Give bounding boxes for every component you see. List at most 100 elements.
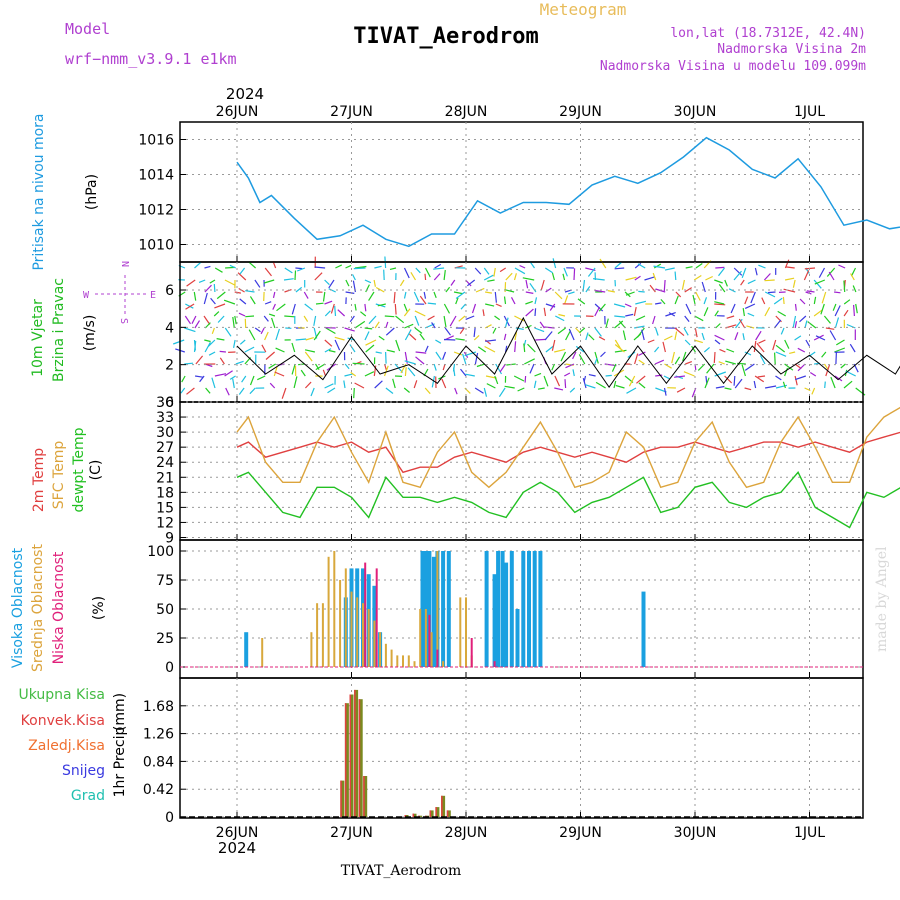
- wind-arrow: [682, 351, 687, 362]
- wind-arrow: [789, 351, 796, 354]
- wind-arrow: [638, 290, 645, 293]
- top-x-tick-label: 30JUN: [674, 104, 717, 120]
- top-x-tick-label: 26JUN: [216, 104, 259, 120]
- credit-text: made by Angel: [874, 546, 890, 652]
- pressure-ylabel: Pritisak na nivou mora: [31, 113, 47, 270]
- wind-arrow: [328, 349, 336, 353]
- wind-arrow: [300, 369, 306, 377]
- wind-arrow: [714, 301, 725, 305]
- wind-arrow: [191, 315, 197, 324]
- compass-rose-icon: N W E S: [83, 261, 156, 324]
- wind-arrow: [445, 286, 451, 293]
- y-tick-label: 4: [165, 320, 174, 336]
- wind-arrow: [393, 291, 396, 304]
- wind-arrow: [492, 327, 497, 334]
- wind-arrow: [404, 329, 412, 341]
- wind-arrow: [534, 297, 538, 305]
- wind-arrow: [291, 303, 296, 315]
- wind-arrow: [633, 306, 637, 317]
- wind-arrow: [614, 320, 624, 329]
- wind-arrow: [263, 315, 269, 322]
- dewpt-line: [236, 471, 900, 529]
- wind-arrow: [741, 267, 747, 279]
- wind-arrow: [364, 371, 375, 377]
- wind-arrow: [213, 283, 216, 293]
- wind-arrow: [324, 279, 330, 286]
- wind-arrow: [313, 315, 317, 326]
- wind-arrow: [314, 363, 320, 371]
- mid-cloud-bar: [356, 597, 359, 667]
- wind-arrow: [373, 279, 376, 287]
- wind-arrow: [180, 387, 186, 394]
- wind-arrow: [214, 303, 226, 309]
- wind-arrow: [476, 363, 485, 368]
- wind-arrow: [554, 291, 563, 300]
- wind-arrow: [443, 315, 447, 328]
- wind-arrow: [821, 351, 827, 358]
- wind-arrow: [374, 321, 380, 329]
- wind-arrow: [773, 319, 782, 329]
- precip-conv-bar: [344, 703, 347, 817]
- wind-arrow: [293, 376, 298, 389]
- wind-arrow: [764, 385, 777, 389]
- wind-arrow: [477, 346, 487, 353]
- wind-arrow: [714, 334, 725, 341]
- wind-arrow: [701, 281, 706, 293]
- wind-arrow: [374, 265, 382, 269]
- wind-arrow: [684, 339, 691, 346]
- wind-arrow: [514, 267, 526, 275]
- wind-arrow: [695, 291, 701, 301]
- wind-arrow: [684, 287, 693, 293]
- wind-arrow: [714, 339, 721, 345]
- wind-arrow: [328, 288, 336, 293]
- wind-arrow: [820, 303, 825, 315]
- low-cloud-bar: [375, 568, 378, 667]
- wind-arrow: [764, 279, 775, 282]
- wind-arrow: [205, 387, 211, 394]
- wind-arrow: [554, 375, 561, 387]
- wind-arrow: [264, 301, 272, 305]
- high-cloud-bar: [527, 551, 531, 667]
- high-cloud-bar: [446, 551, 451, 667]
- wind-arrow: [635, 315, 646, 321]
- wind-arrow: [325, 327, 336, 335]
- wind-arrow: [172, 339, 185, 345]
- wind-arrow: [535, 338, 547, 341]
- wind-arrow: [304, 351, 313, 362]
- wind-arrow: [385, 327, 395, 336]
- wind-arrow: [264, 267, 272, 277]
- wind-arrow: [345, 264, 352, 269]
- wind-arrow: [324, 300, 333, 305]
- mid-cloud-bar: [430, 632, 433, 667]
- wind-arrow: [674, 356, 681, 365]
- wind-arrow: [744, 387, 752, 391]
- mid-cloud-bar: [310, 632, 313, 667]
- wind-arrow: [419, 295, 427, 305]
- wind-arrow: [234, 315, 237, 325]
- y-tick-label: 0.42: [143, 782, 174, 798]
- wind-arrow: [433, 363, 437, 371]
- wind-arrow: [572, 369, 575, 377]
- wind-arrow: [614, 267, 625, 270]
- wind-arrow: [291, 363, 296, 375]
- wind-panel: 0 2 4 6 10m Vjetar Brzina i Pravac (m/s) N …: [30, 256, 900, 411]
- wind-arrow: [654, 346, 660, 353]
- precip-bar: [412, 813, 417, 817]
- wind-arrow: [665, 312, 676, 317]
- wind-arrow: [758, 264, 766, 269]
- top-x-tick-label: 29JUN: [559, 104, 602, 120]
- wind-arrow: [368, 291, 375, 301]
- wind-arrow: [634, 353, 639, 365]
- wind-arrow: [811, 387, 816, 395]
- wind-arrow: [585, 332, 589, 341]
- temperature-unit: (C): [88, 460, 104, 481]
- wind-arrow: [413, 380, 418, 389]
- cloud-panel: 0 25 50 75 100 Visoka Oblacnost Srednja Obla…: [10, 539, 864, 679]
- mid-cloud-bar: [362, 603, 364, 667]
- wind-arrow: [693, 339, 703, 344]
- wind-arrow: [843, 380, 853, 389]
- wind-arrow: [324, 348, 332, 353]
- wind-arrow: [600, 351, 606, 358]
- wind-arrow: [272, 291, 276, 299]
